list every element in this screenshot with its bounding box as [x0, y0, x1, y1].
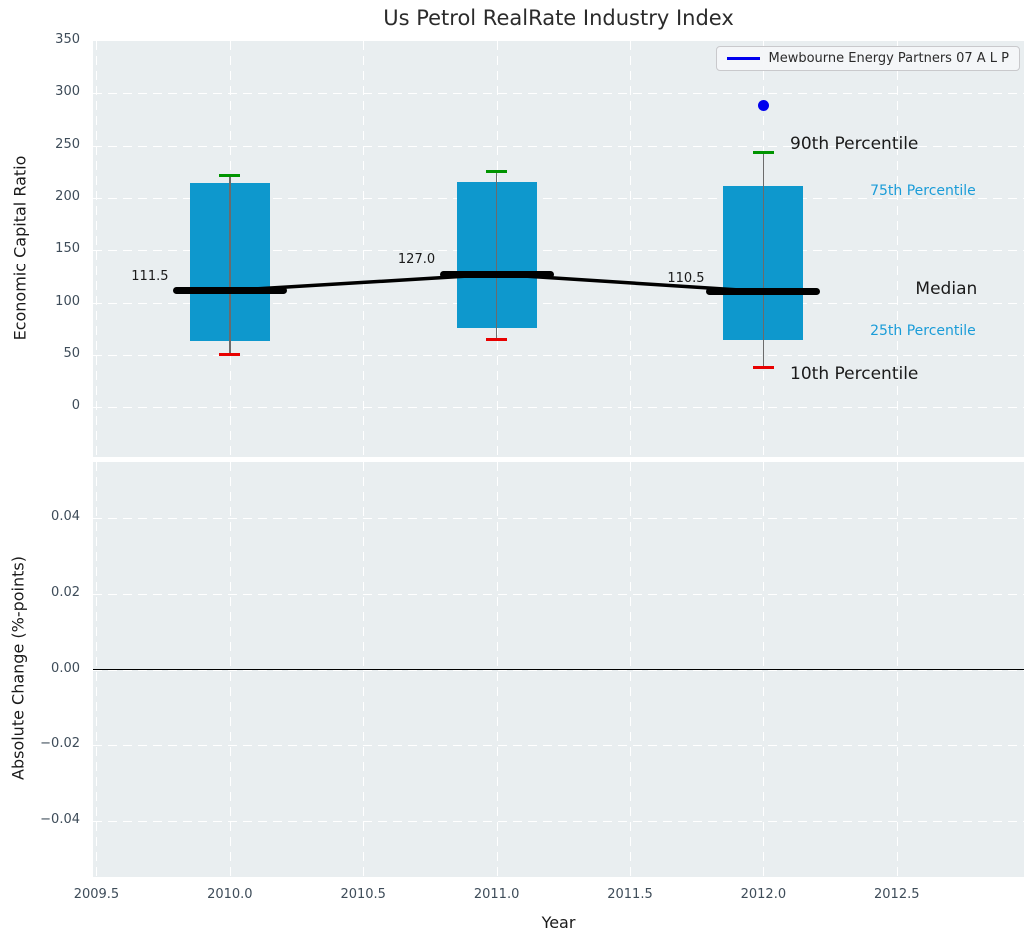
whisker-line — [495, 171, 498, 340]
y-tick-label: 300 — [55, 84, 80, 100]
whisker-line — [229, 175, 231, 355]
y-tick-label: −0.04 — [40, 811, 80, 827]
y-tick-label: 350 — [55, 32, 80, 47]
gridline-vertical — [629, 41, 631, 457]
p90-cap — [752, 151, 774, 155]
legend: Mewbourne Energy Partners 07 A L P — [715, 46, 1020, 71]
p10-cap — [486, 337, 508, 341]
median-bar — [706, 288, 821, 296]
y-tick-label: 0 — [71, 398, 80, 414]
y-tick-label: 0.00 — [51, 660, 80, 676]
p90-cap — [219, 174, 241, 178]
p10-cap — [752, 365, 774, 369]
annotation-127.0: 127.0 — [397, 251, 436, 267]
bottom-plot-area — [93, 462, 1024, 877]
gridline-horizontal — [93, 745, 1024, 747]
gridline-horizontal — [93, 354, 1024, 356]
gridline-horizontal — [93, 197, 1024, 199]
gridline-horizontal — [93, 820, 1024, 822]
y-tick-label: 100 — [55, 293, 80, 309]
p90-cap — [486, 170, 508, 174]
legend-label: Mewbourne Energy Partners 07 A L P — [768, 51, 1010, 66]
x-tick-label: 2011.5 — [607, 887, 653, 902]
annotation-25th-percentile: 25th Percentile — [870, 323, 976, 340]
median-trend-line — [228, 272, 766, 294]
gridline-vertical — [363, 41, 365, 457]
p10-cap — [219, 353, 241, 357]
gridline-vertical — [96, 41, 98, 457]
company-point — [757, 100, 769, 112]
legend-line-sample — [726, 57, 760, 60]
annotation-111.5: 111.5 — [131, 269, 169, 285]
x-tick-label: 2012.5 — [874, 887, 920, 902]
x-axis-label: Year — [541, 913, 576, 932]
median-bar — [172, 286, 287, 294]
chart-title: Us Petrol RealRate Industry Index — [383, 6, 734, 30]
gridline-horizontal — [93, 593, 1024, 595]
top-plot-area: Mewbourne Energy Partners 07 A L P 90th … — [93, 41, 1024, 457]
x-tick-label: 2010.0 — [207, 887, 253, 902]
y-tick-label: 250 — [55, 136, 80, 152]
whisker-line — [762, 152, 765, 368]
gridline-vertical — [896, 41, 898, 457]
y-tick-label: 50 — [63, 345, 80, 361]
x-tick-label: 2011.0 — [473, 887, 520, 902]
x-tick-label: 2012.0 — [740, 887, 787, 902]
x-tick-label: 2010.5 — [340, 887, 386, 902]
y-tick-label: 0.04 — [51, 509, 80, 525]
gridline-horizontal — [93, 250, 1024, 252]
zero-change-line — [93, 668, 1024, 671]
annotation-median: Median — [915, 279, 978, 300]
annotation-10th-percentile: 10th Percentile — [790, 364, 919, 385]
gridline-horizontal — [93, 93, 1024, 95]
y-tick-label: 0.02 — [51, 584, 80, 600]
gridline-horizontal — [93, 518, 1024, 520]
gridline-horizontal — [93, 407, 1024, 409]
annotation-75th-percentile: 75th Percentile — [870, 182, 976, 199]
annotation-90th-percentile: 90th Percentile — [790, 134, 919, 154]
y-tick-label: −0.02 — [40, 736, 80, 752]
y-tick-label: 150 — [55, 241, 80, 257]
annotation-110.5: 110.5 — [667, 271, 705, 287]
y-tick-label: 200 — [55, 188, 80, 204]
gridline-horizontal — [93, 302, 1024, 304]
gridline-horizontal — [93, 145, 1024, 147]
x-tick-label: 2009.5 — [73, 887, 120, 902]
median-bar — [439, 270, 554, 278]
